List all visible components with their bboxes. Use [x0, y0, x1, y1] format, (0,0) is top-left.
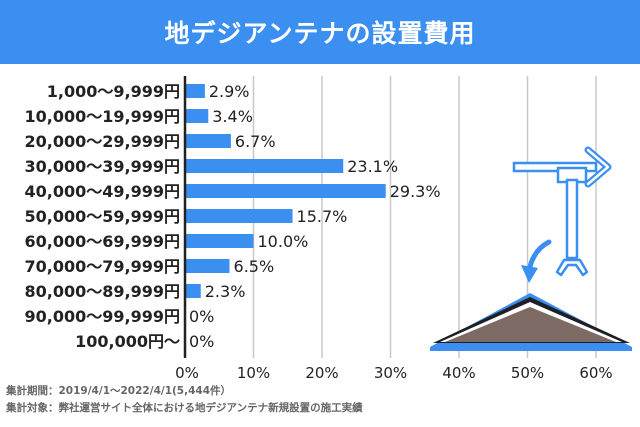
bar [185, 159, 344, 173]
category-label: 100,000円〜 [75, 332, 180, 351]
value-label: 0% [189, 332, 214, 351]
x-tick-label: 60% [579, 364, 612, 382]
category-label: 40,000〜49,999円 [25, 182, 181, 201]
bar [185, 284, 201, 298]
bar [185, 134, 231, 148]
x-tick-label: 50% [511, 364, 544, 382]
x-tick-label: 30% [374, 364, 407, 382]
footnotes: 集計期間：2019/4/1〜2022/4/1(5,444件） 集計対象：弊社運営… [6, 383, 626, 417]
bar [185, 184, 386, 198]
bar [185, 209, 293, 223]
x-tick-label: 20% [305, 364, 338, 382]
value-label: 2.9% [209, 82, 250, 101]
value-label: 10.0% [258, 232, 309, 251]
category-labels: 1,000〜9,999円 10,000〜19,999円 20,000〜29,999円… [25, 82, 181, 351]
value-label: 23.1% [347, 157, 398, 176]
bar-chart: 1,000〜9,999円 10,000〜19,999円 20,000〜29,999円… [25, 76, 632, 382]
value-labels: 2.9% 3.4% 6.7% 23.1% 29.3% 15.7% 10.0% 6.5% 2.3%… [189, 82, 441, 351]
value-label: 15.7% [297, 207, 348, 226]
footnote-period: 集計期間：2019/4/1〜2022/4/1(5,444件） [6, 385, 232, 397]
bar [185, 84, 205, 98]
title-banner: 地デジアンテナの設置費用 [0, 0, 640, 64]
category-label: 90,000〜99,999円 [25, 307, 181, 326]
category-label: 50,000〜59,999円 [25, 207, 181, 226]
bar [185, 259, 230, 273]
antenna-icon [512, 146, 612, 277]
x-tick-label: 0% [175, 364, 199, 382]
bar [185, 109, 209, 123]
value-label: 6.5% [234, 257, 275, 276]
category-label: 60,000〜69,999円 [25, 232, 181, 251]
value-label: 0% [189, 307, 214, 326]
page-title: 地デジアンテナの設置費用 [164, 19, 476, 48]
value-label: 29.3% [390, 182, 441, 201]
x-tick-label: 10% [237, 364, 270, 382]
x-tick-label: 40% [442, 364, 475, 382]
category-label: 1,000〜9,999円 [47, 82, 180, 101]
grid-lines [252, 76, 597, 358]
value-label: 6.7% [235, 132, 276, 151]
footnote-target: 集計対象：弊社運営サイト全体における地デジアンテナ新規設置の施工実績 [6, 402, 363, 414]
category-label: 80,000〜89,999円 [25, 282, 181, 301]
category-label: 30,000〜39,999円 [25, 157, 181, 176]
category-label: 10,000〜19,999円 [25, 107, 181, 126]
curved-arrow-icon [521, 239, 552, 283]
value-label: 2.3% [205, 282, 246, 301]
category-label: 20,000〜29,999円 [25, 132, 181, 151]
category-label: 70,000〜79,999円 [25, 257, 181, 276]
value-label: 3.4% [212, 107, 253, 126]
x-tick-labels: 0% 10% 20% 30% 40% 50% 60% [175, 364, 613, 382]
roof-icon [430, 293, 632, 351]
bar [185, 234, 254, 248]
bars [185, 84, 386, 298]
